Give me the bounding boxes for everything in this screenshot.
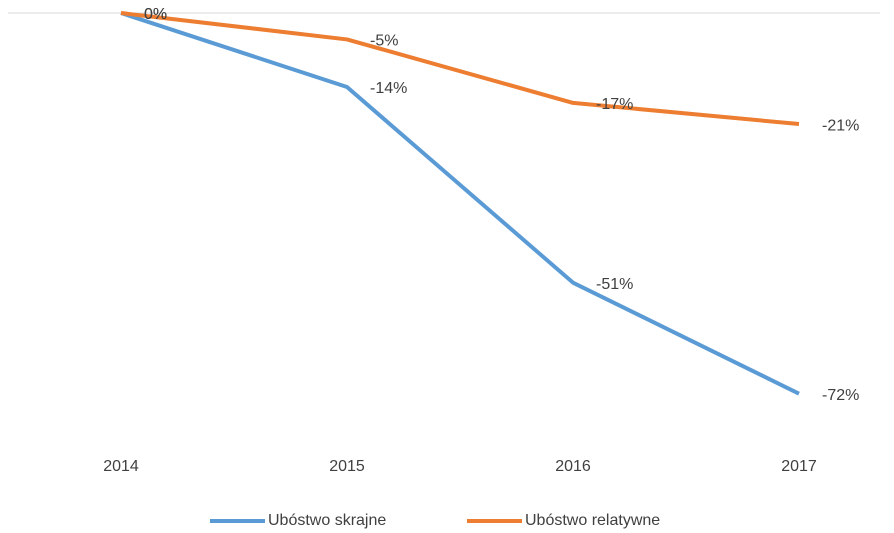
data-label: -51% [596, 276, 633, 293]
series-line [120, 11, 800, 127]
data-label: -14% [370, 80, 407, 97]
x-tick-label: 2015 [329, 458, 365, 475]
data-label: -5% [370, 33, 398, 50]
data-label: 0% [144, 6, 167, 23]
data-label: -17% [596, 96, 633, 113]
series-line [120, 11, 800, 396]
x-tick-label: 2014 [103, 458, 139, 475]
data-label: 0% [144, 6, 167, 23]
legend-label: Ubóstwo relatywne [525, 512, 660, 529]
data-label: -21% [822, 117, 859, 134]
legend-label: Ubóstwo skrajne [268, 512, 386, 529]
data-label: -72% [822, 387, 859, 404]
x-tick-label: 2016 [555, 458, 591, 475]
x-tick-label: 2017 [781, 458, 817, 475]
